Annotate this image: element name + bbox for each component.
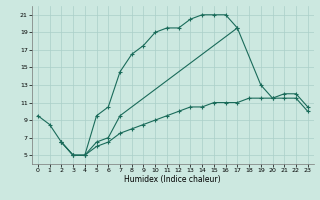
X-axis label: Humidex (Indice chaleur): Humidex (Indice chaleur) bbox=[124, 175, 221, 184]
